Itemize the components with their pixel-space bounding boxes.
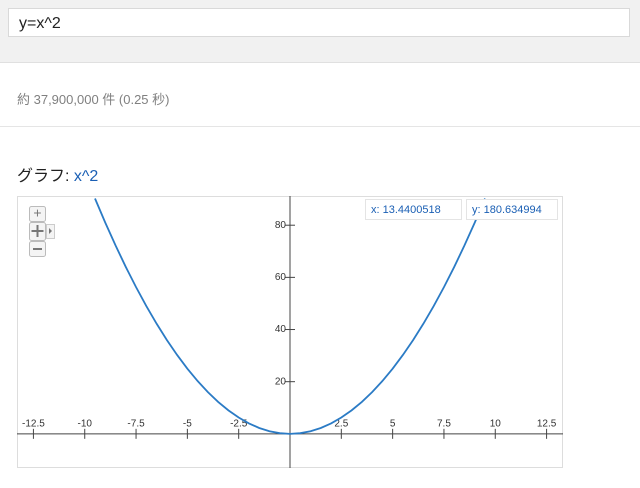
separator <box>0 126 640 127</box>
x-tick-label: 10 <box>490 418 502 429</box>
result-stats: 約 37,900,000 件 (0.25 秒) <box>17 92 170 107</box>
y-tick-label: 20 <box>275 376 287 387</box>
svg-text:+: + <box>33 205 41 221</box>
x-tick-label: -5 <box>183 418 192 429</box>
x-tick-label: 2.5 <box>334 418 348 429</box>
curve <box>94 198 486 435</box>
x-tick-label: -10 <box>78 418 93 429</box>
y-tick-label: 80 <box>275 220 287 231</box>
coordinate-box <box>365 199 462 220</box>
graph-prefix: グラフ: <box>17 168 70 185</box>
coordinate-label: y: 180.634994 <box>472 204 542 216</box>
search-input[interactable]: y=x^2 <box>8 8 630 37</box>
graph-label: グラフ: x^2 <box>17 162 98 186</box>
coordinate-box <box>466 199 558 220</box>
y-tick-label: 60 <box>275 272 287 283</box>
coordinate-label: x: 13.4400518 <box>371 204 441 216</box>
zoom-controls[interactable]: + <box>29 205 55 257</box>
x-tick-label: -12.5 <box>22 418 45 429</box>
search-bar: y=x^2 <box>0 0 640 63</box>
x-tick-label: 7.5 <box>437 418 451 429</box>
x-tick-label: 12.5 <box>537 418 557 429</box>
graph-link[interactable]: x^2 <box>73 168 99 185</box>
x-tick-label: 5 <box>390 418 396 429</box>
x-tick-label: -7.5 <box>127 418 145 429</box>
x-tick-label: -2.5 <box>230 418 248 429</box>
y-tick-label: 40 <box>275 324 287 335</box>
